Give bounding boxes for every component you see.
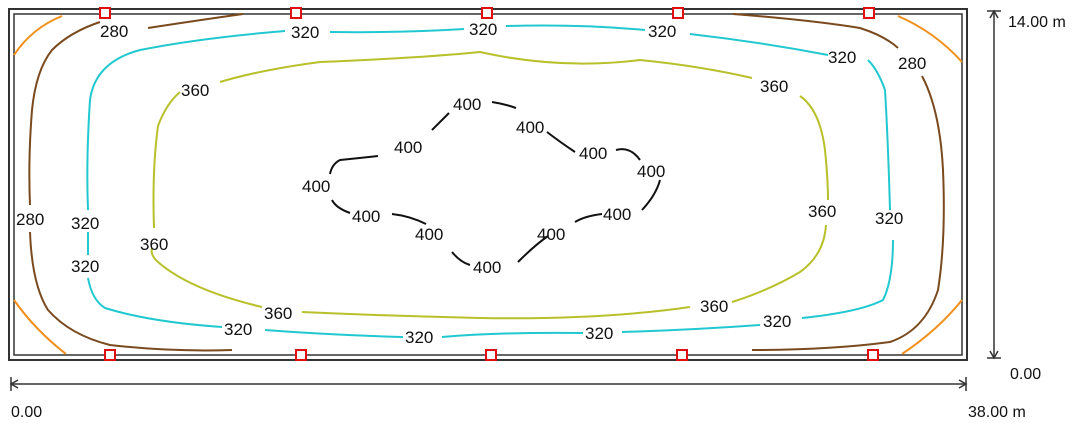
label-320-top-1: 320 (291, 23, 319, 42)
horizontal-dimension-arrow-right (958, 379, 968, 389)
isoline-280-right (751, 75, 945, 351)
vertical-dimension-arrow-bottom (989, 350, 999, 360)
label-400-9: 400 (415, 225, 443, 244)
x-left-label: 0.00 (11, 404, 42, 421)
isoline-360-group (150, 50, 829, 320)
label-360-top-right: 360 (760, 77, 788, 96)
label-400-6: 400 (302, 177, 330, 196)
luminaire-top-5 (863, 7, 875, 19)
luminaire-bottom-2 (295, 349, 307, 361)
y-top-label: 14.00 m (1008, 14, 1066, 31)
luminaire-bottom-1 (104, 349, 116, 361)
label-360-left: 360 (140, 235, 168, 254)
label-320-right: 320 (875, 209, 903, 228)
label-360-top-left: 360 (181, 81, 209, 100)
vertical-dimension (987, 9, 1001, 360)
label-320-left-1: 320 (71, 214, 99, 233)
isoline-labels: 280 280 280 320 320 320 320 320 320 320 … (16, 20, 926, 347)
isoline-260-bottom-right (901, 299, 963, 355)
label-320-left-2: 320 (71, 257, 99, 276)
label-400-10: 400 (537, 225, 565, 244)
label-360-right: 360 (808, 202, 836, 221)
label-320-top-4: 320 (828, 48, 856, 67)
isoline-400-ring (329, 101, 661, 266)
horizontal-dimension-arrow-left (9, 379, 19, 389)
label-320-bottom-3: 320 (585, 324, 613, 343)
label-400-4: 400 (579, 144, 607, 163)
room-inner-border (13, 13, 963, 356)
luminaire-top-3 (481, 7, 493, 19)
label-320-bottom-4: 320 (763, 312, 791, 331)
label-320-bottom-2: 320 (405, 328, 433, 347)
isoline-280-top-left-b (147, 13, 244, 29)
label-400-7: 400 (603, 205, 631, 224)
isoline-280-top-right-a (732, 13, 899, 49)
label-320-top-3: 320 (648, 22, 676, 41)
luminaire-top-2 (290, 7, 302, 19)
isoline-360-ring (150, 50, 829, 320)
label-280-top-right: 280 (898, 54, 926, 73)
x-right-label: 38.00 m (968, 404, 1026, 421)
vertical-dimension-arrow-top (989, 9, 999, 19)
luminaire-bottom-5 (867, 349, 879, 361)
label-320-top-2: 320 (469, 20, 497, 39)
isoline-280-top-left (28, 21, 101, 206)
luminaire-bottom-3 (485, 349, 497, 361)
label-360-bottom-right: 360 (700, 297, 728, 316)
isoline-260-group (13, 15, 963, 355)
label-400-11: 400 (473, 258, 501, 277)
label-320-bottom-1: 320 (224, 320, 252, 339)
label-400-5: 400 (637, 162, 665, 181)
label-280-left: 280 (16, 210, 44, 229)
isoline-320-ring (86, 24, 894, 338)
isoline-400-group (329, 101, 661, 266)
luminaire-layer (99, 7, 879, 361)
isoline-260-bottom-left (13, 299, 67, 355)
horizontal-dimension (9, 377, 968, 391)
label-400-8: 400 (352, 207, 380, 226)
label-400-2: 400 (516, 118, 544, 137)
label-280-top-left: 280 (100, 22, 128, 41)
label-400-1: 400 (453, 95, 481, 114)
isoline-280-group (28, 13, 945, 352)
label-400-3: 400 (394, 138, 422, 157)
y-bottom-label: 0.00 (1010, 366, 1041, 383)
luminaire-top-4 (672, 7, 684, 19)
isoline-260-top-left (13, 15, 63, 56)
isoline-260-top-right (897, 15, 963, 63)
isoline-280-left-lower (29, 231, 233, 352)
luminaire-bottom-4 (676, 349, 688, 361)
label-360-bottom-left: 360 (264, 304, 292, 323)
isoline-320-group (86, 24, 894, 338)
luminaire-top-1 (99, 7, 111, 19)
